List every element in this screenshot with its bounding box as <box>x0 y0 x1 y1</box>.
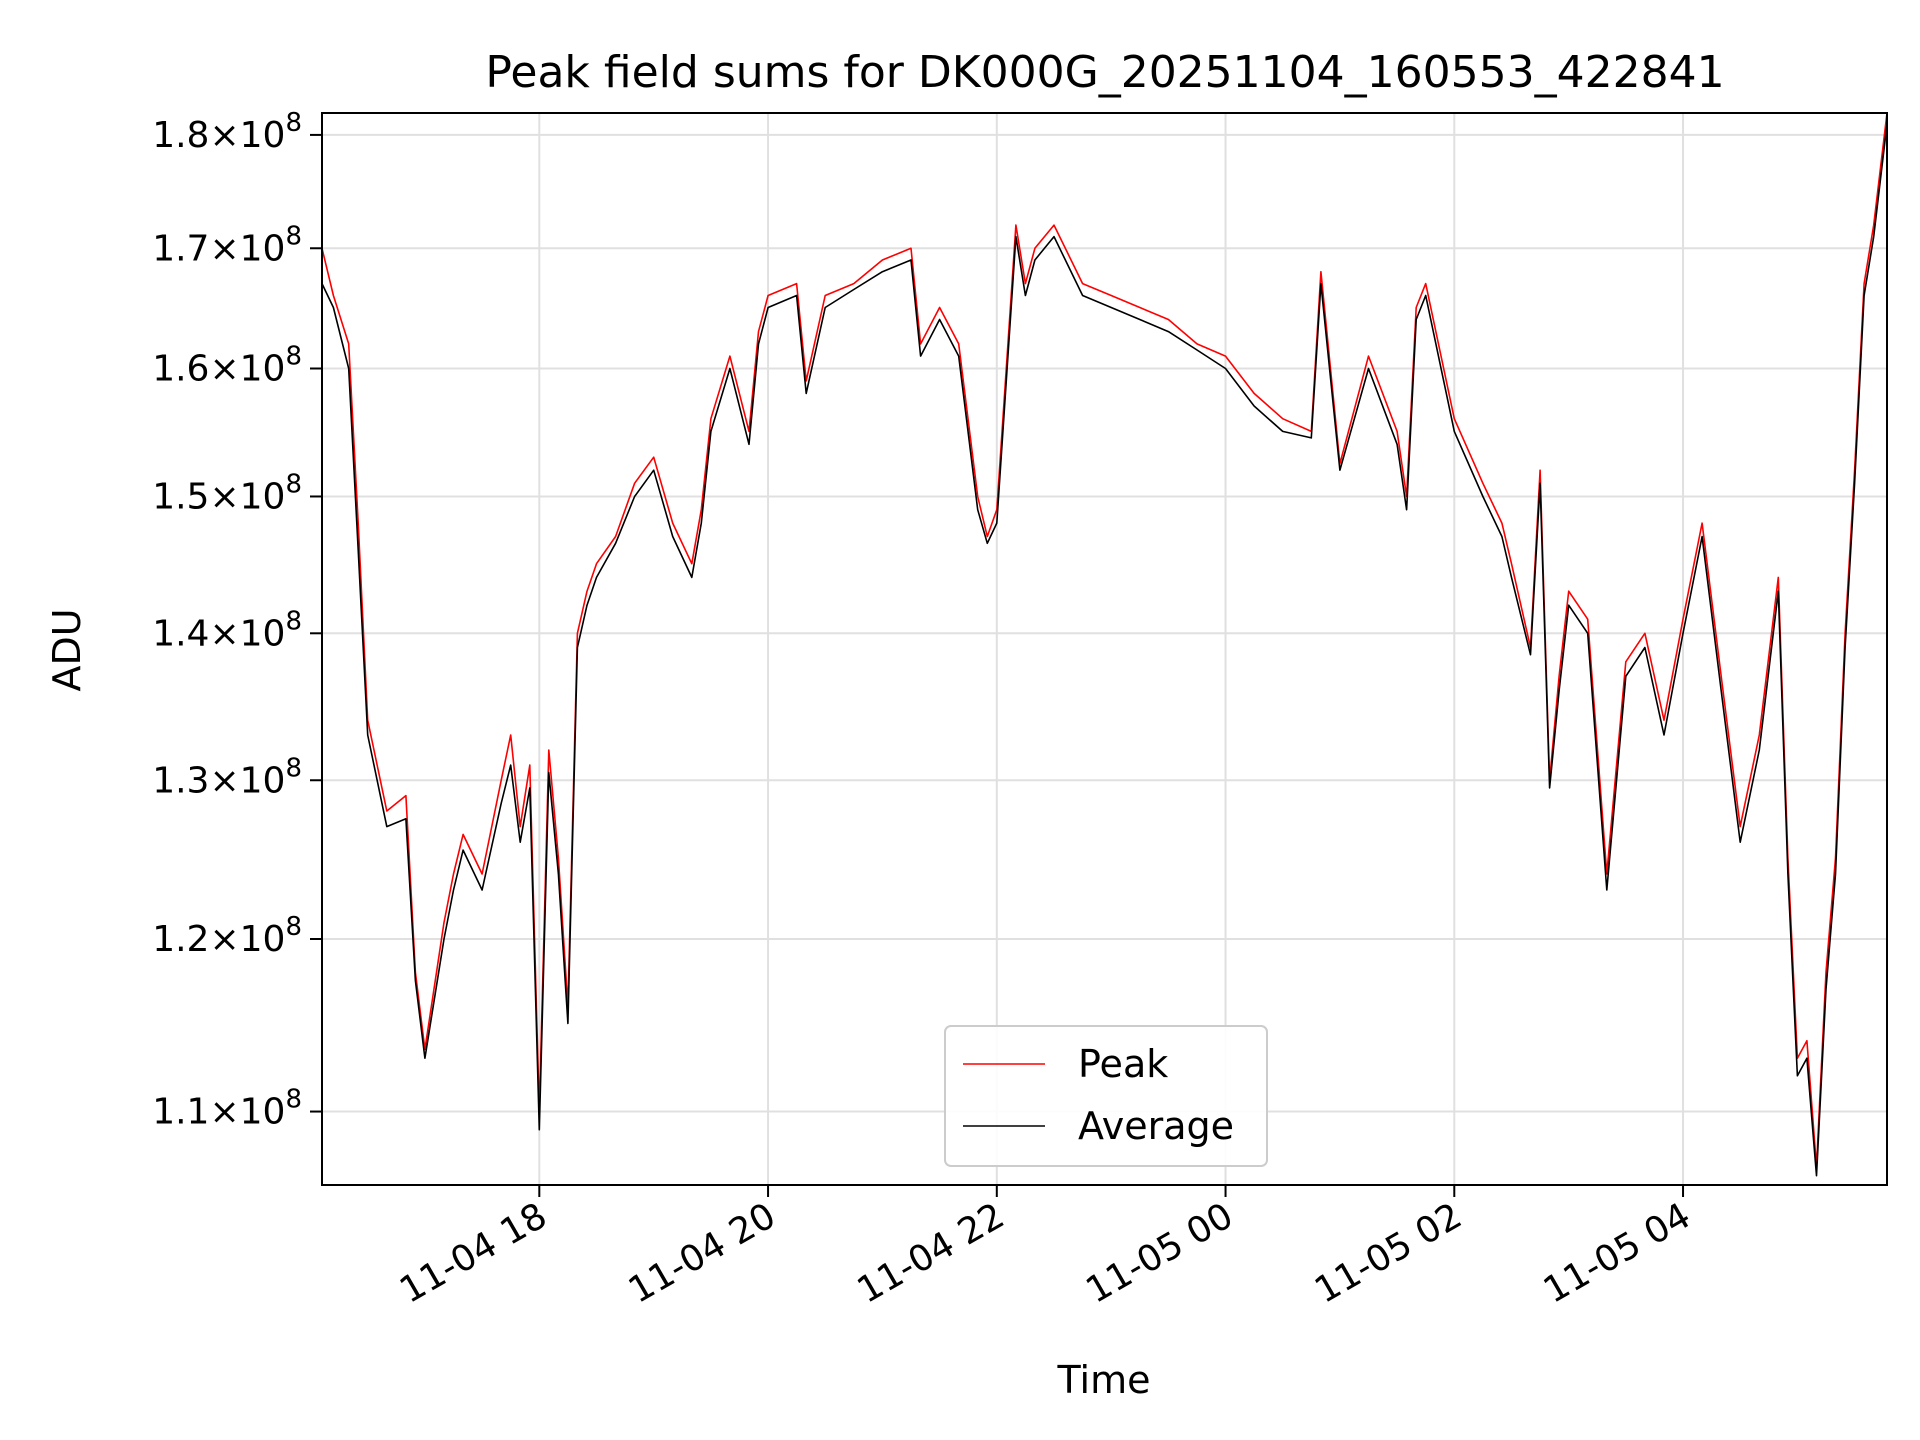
y-tick-label: 1.2×108 <box>152 912 302 960</box>
y-tick-times: ×10 <box>209 760 285 801</box>
y-tick-times: ×10 <box>209 919 285 960</box>
y-tick-exponent: 8 <box>285 469 302 499</box>
grid-lines <box>322 113 1887 1185</box>
plot-frame <box>321 112 1888 1186</box>
y-tick-times: ×10 <box>209 228 285 269</box>
legend: Peak Average <box>944 1025 1268 1167</box>
y-tick-mantissa: 1.8 <box>152 115 209 156</box>
y-tick-exponent: 8 <box>285 912 302 942</box>
y-tick-label: 1.6×108 <box>152 341 302 389</box>
series-layer <box>321 112 1888 1177</box>
y-tick-exponent: 8 <box>285 108 302 138</box>
y-axis: 1.1×1081.2×1081.3×1081.4×1081.5×1081.6×1… <box>152 108 322 1133</box>
y-tick-label: 1.8×108 <box>152 108 302 156</box>
y-tick-times: ×10 <box>209 115 285 156</box>
y-tick-mantissa: 1.7 <box>152 228 209 269</box>
y-tick-label: 1.5×108 <box>152 469 302 517</box>
legend-box <box>944 1025 1268 1167</box>
y-tick-mantissa: 1.1 <box>152 1092 209 1133</box>
y-tick-label: 1.1×108 <box>152 1085 302 1133</box>
y-tick-times: ×10 <box>209 476 285 517</box>
y-tick-label: 1.7×108 <box>152 221 302 269</box>
y-tick-mantissa: 1.5 <box>152 476 209 517</box>
y-tick-label: 1.4×108 <box>152 606 302 654</box>
legend-label-average: Average <box>1078 1104 1234 1148</box>
y-tick-exponent: 8 <box>285 606 302 636</box>
y-tick-label: 1.3×108 <box>152 753 302 801</box>
series-line-average <box>321 123 1888 1177</box>
y-tick-exponent: 8 <box>285 341 302 371</box>
legend-label-peak: Peak <box>1078 1042 1168 1086</box>
y-tick-times: ×10 <box>209 348 285 389</box>
y-tick-mantissa: 1.6 <box>152 348 209 389</box>
y-tick-mantissa: 1.4 <box>152 613 209 654</box>
y-tick-exponent: 8 <box>285 753 302 783</box>
y-tick-exponent: 8 <box>285 221 302 251</box>
y-tick-exponent: 8 <box>285 1085 302 1115</box>
y-axis-label: ADU <box>45 608 89 691</box>
y-tick-times: ×10 <box>209 1092 285 1133</box>
y-tick-mantissa: 1.2 <box>152 919 209 960</box>
y-tick-mantissa: 1.3 <box>152 760 209 801</box>
y-tick-times: ×10 <box>209 613 285 654</box>
chart-title: Peak field sums for DK000G_20251104_1605… <box>485 47 1724 98</box>
x-axis-label: Time <box>1057 1358 1151 1402</box>
